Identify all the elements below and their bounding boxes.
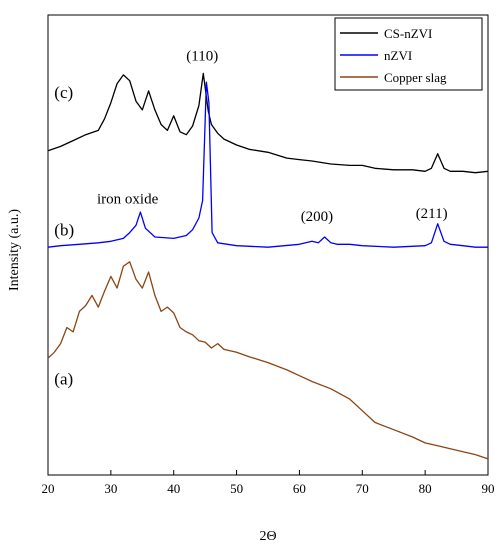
panel-label-c: (c) — [54, 83, 73, 102]
x-tick-label-30: 30 — [104, 481, 117, 496]
legend-label-nzvi: nZVI — [384, 48, 412, 63]
legend: CS-nZVI nZVI Copper slag — [334, 17, 483, 91]
x-tick-label-90: 90 — [482, 481, 495, 496]
x-tick-label-60: 60 — [293, 481, 306, 496]
series-line-copper-slag — [47, 261, 489, 460]
x-tick-label-50: 50 — [230, 481, 243, 496]
peak-label-200: (200) — [301, 209, 334, 225]
x-tick-label-20: 20 — [42, 481, 55, 496]
legend-label-cs-nzvi: CS-nZVI — [384, 26, 432, 41]
x-tick-label-70: 70 — [356, 481, 369, 496]
legend-label-copper-slag: Copper slag — [384, 70, 447, 85]
x-axis-label: 2Θ — [259, 529, 276, 544]
peak-label-iron-oxide: iron oxide — [97, 191, 159, 207]
series-line-nzvi — [47, 81, 488, 248]
peak-label-211: (211) — [416, 206, 448, 222]
x-tick-label-80: 80 — [419, 481, 432, 496]
annotation-layer: (c) (b) (a) iron oxide (110) (200) (211) — [54, 48, 447, 388]
series-layer — [47, 72, 489, 460]
panel-label-b: (b) — [54, 221, 74, 240]
legend-box — [334, 17, 483, 91]
x-tick-label-40: 40 — [167, 481, 180, 496]
peak-label-110: (110) — [186, 48, 218, 64]
ticks-layer: 20 30 40 50 60 70 80 90 — [42, 470, 495, 496]
panel-label-a: (a) — [54, 370, 73, 389]
plot-area — [47, 14, 489, 476]
y-axis-label: Intensity (a.u.) — [7, 209, 22, 291]
